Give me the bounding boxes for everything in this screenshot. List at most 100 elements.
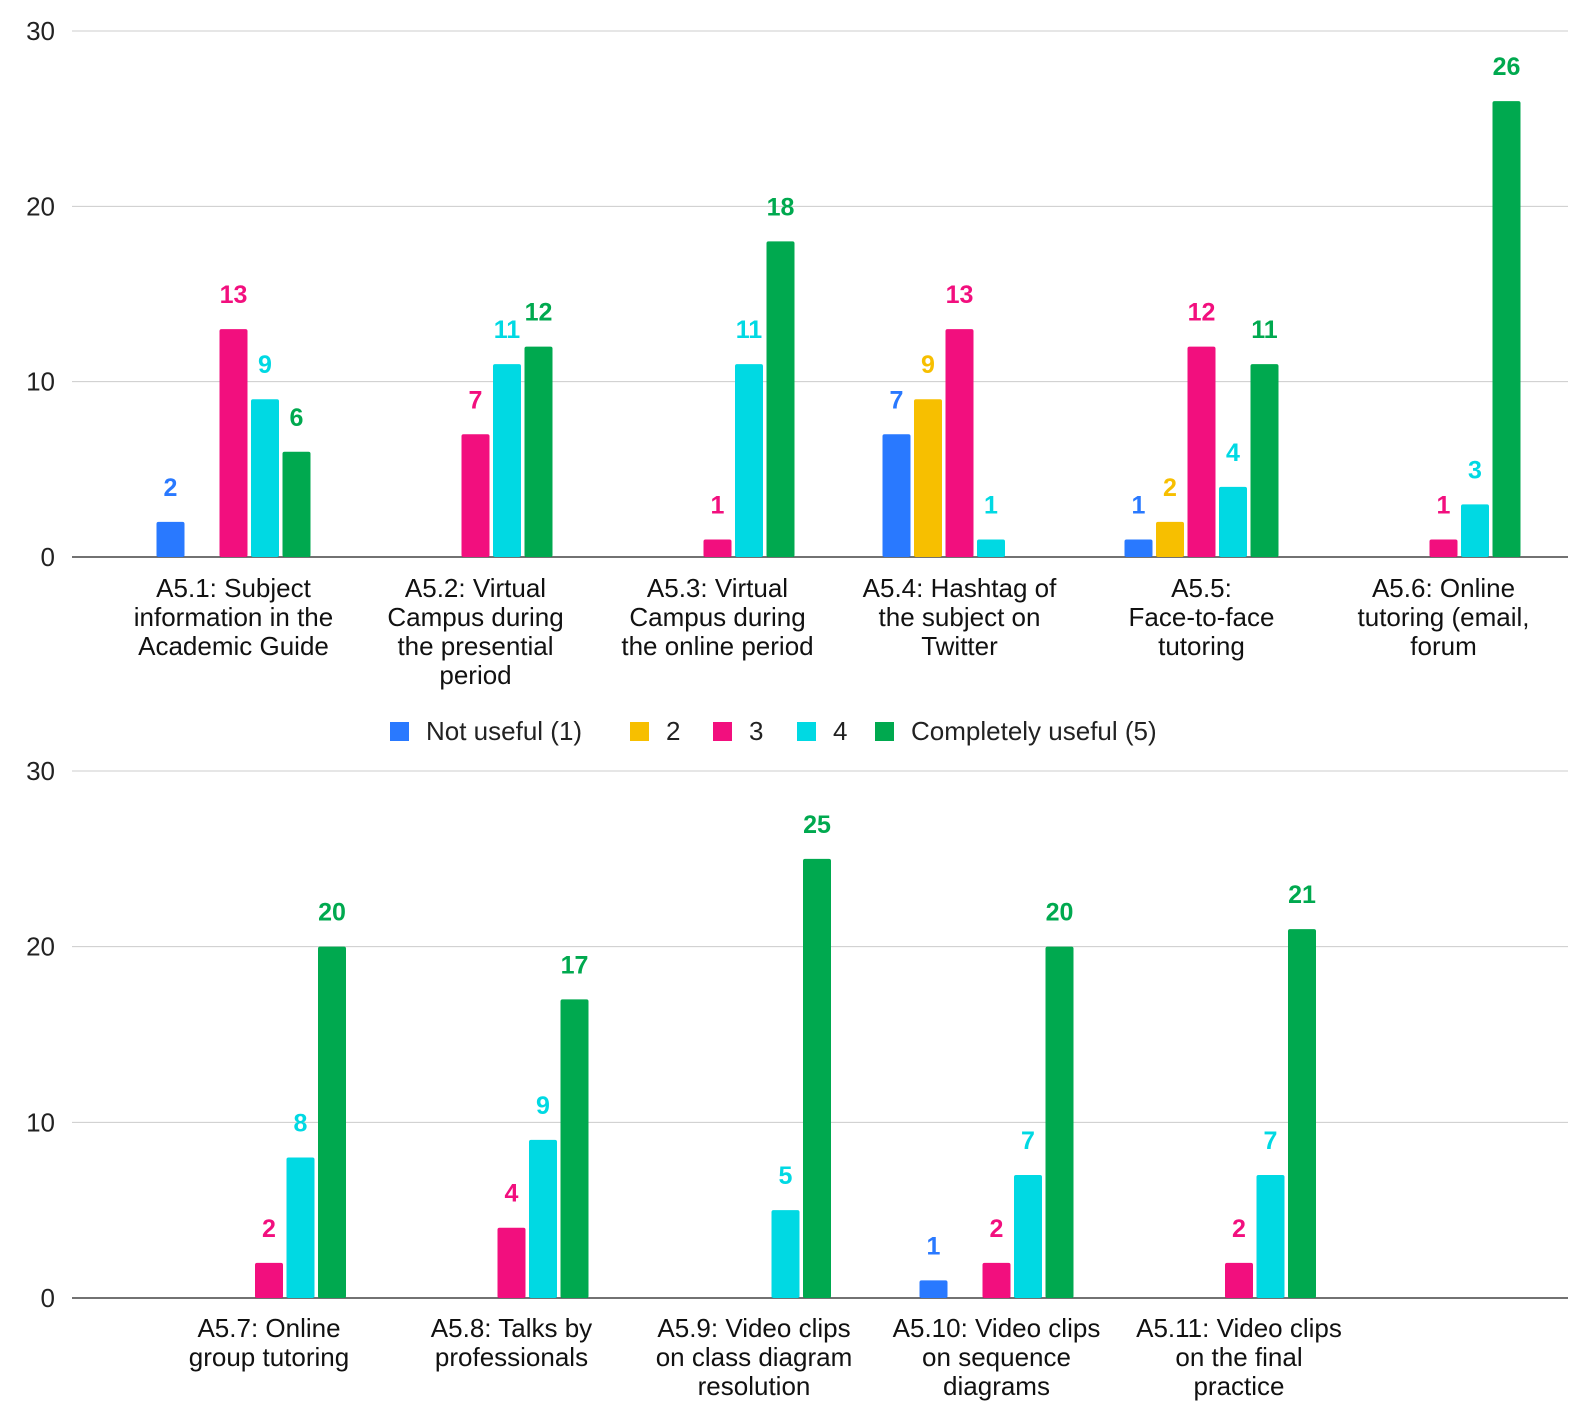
bar bbox=[529, 1139, 557, 1298]
bar bbox=[803, 858, 831, 1298]
x-tick-label: Campus during bbox=[387, 602, 563, 632]
data-label: 2 bbox=[1163, 474, 1177, 502]
x-tick-label: forum bbox=[1410, 631, 1476, 661]
x-tick-label: A5.5: bbox=[1171, 573, 1232, 603]
data-label: 7 bbox=[890, 386, 904, 414]
x-tick-label: diagrams bbox=[943, 1371, 1050, 1401]
bar bbox=[286, 1157, 315, 1298]
x-tick-label: information in the bbox=[134, 602, 333, 632]
data-label: 9 bbox=[536, 1092, 550, 1120]
data-label: 1 bbox=[927, 1232, 941, 1260]
bar bbox=[977, 539, 1005, 557]
bar bbox=[1225, 1262, 1253, 1298]
data-label: 3 bbox=[1468, 456, 1482, 484]
x-tick-label: on the final bbox=[1175, 1342, 1302, 1372]
y-tick-label: 20 bbox=[26, 932, 55, 962]
bar bbox=[219, 329, 248, 557]
x-tick-label: tutoring (email, bbox=[1358, 602, 1530, 632]
x-tick-label: A5.3: Virtual bbox=[647, 573, 788, 603]
bar bbox=[1219, 486, 1247, 557]
bar bbox=[1156, 521, 1184, 557]
data-label: 6 bbox=[290, 404, 304, 432]
x-tick-label: Academic Guide bbox=[138, 631, 329, 661]
x-tick-label: A5.6: Online bbox=[1372, 573, 1515, 603]
bar bbox=[1014, 1175, 1042, 1298]
x-tick-label: the presential bbox=[397, 631, 553, 661]
bar bbox=[771, 1210, 800, 1298]
bar bbox=[1461, 504, 1489, 557]
bar bbox=[560, 999, 589, 1298]
bar bbox=[1045, 946, 1074, 1298]
y-tick-label: 10 bbox=[26, 1107, 55, 1137]
bar bbox=[156, 521, 185, 557]
data-label: 2 bbox=[1232, 1215, 1246, 1243]
y-tick-label: 0 bbox=[41, 1283, 55, 1313]
data-label: 20 bbox=[1046, 899, 1074, 927]
legend-label: 4 bbox=[833, 716, 847, 746]
data-label: 13 bbox=[220, 281, 248, 309]
bar bbox=[497, 1227, 526, 1298]
data-label: 7 bbox=[1021, 1127, 1035, 1155]
data-label: 21 bbox=[1288, 881, 1316, 909]
data-label: 13 bbox=[946, 281, 974, 309]
legend-swatch bbox=[390, 722, 409, 741]
bar bbox=[493, 364, 521, 557]
bar bbox=[524, 346, 553, 557]
x-tick-label: tutoring bbox=[1158, 631, 1245, 661]
data-label: 2 bbox=[262, 1215, 276, 1243]
bar bbox=[919, 1280, 948, 1298]
data-label: 9 bbox=[258, 351, 272, 379]
bar bbox=[945, 329, 974, 557]
legend-swatch bbox=[875, 722, 894, 741]
data-label: 20 bbox=[318, 899, 346, 927]
data-label: 5 bbox=[779, 1162, 793, 1190]
x-tick-label: period bbox=[439, 660, 511, 690]
x-tick-label: A5.1: Subject bbox=[156, 573, 311, 603]
x-tick-label: A5.2: Virtual bbox=[405, 573, 546, 603]
bar bbox=[255, 1262, 283, 1298]
y-tick-label: 20 bbox=[26, 191, 55, 221]
y-tick-label: 10 bbox=[26, 367, 55, 397]
legend-label: 3 bbox=[749, 716, 763, 746]
legend-label: 2 bbox=[666, 716, 680, 746]
bar bbox=[982, 1262, 1011, 1298]
bar bbox=[882, 434, 911, 557]
data-label: 9 bbox=[921, 351, 935, 379]
data-label: 11 bbox=[736, 316, 763, 344]
bar bbox=[1288, 929, 1316, 1298]
legend-swatch bbox=[797, 722, 816, 741]
data-label: 25 bbox=[803, 811, 831, 839]
x-tick-label: Campus during bbox=[629, 602, 805, 632]
data-label: 17 bbox=[561, 951, 589, 979]
data-label: 7 bbox=[1264, 1127, 1278, 1155]
legend-swatch bbox=[713, 722, 732, 741]
data-label: 18 bbox=[767, 193, 795, 221]
data-label: 2 bbox=[990, 1215, 1004, 1243]
bar bbox=[1429, 539, 1458, 557]
x-tick-label: on sequence bbox=[922, 1342, 1071, 1372]
data-label: 26 bbox=[1493, 53, 1521, 81]
bar bbox=[1256, 1175, 1285, 1298]
bar bbox=[766, 241, 795, 557]
legend-swatch bbox=[630, 722, 649, 741]
data-label: 11 bbox=[494, 316, 521, 344]
data-label: 1 bbox=[1132, 491, 1146, 519]
data-label: 1 bbox=[711, 491, 725, 519]
y-tick-label: 30 bbox=[26, 756, 55, 786]
x-tick-label: the online period bbox=[621, 631, 813, 661]
x-tick-label: professionals bbox=[435, 1342, 588, 1372]
data-label: 8 bbox=[294, 1109, 308, 1137]
x-tick-label: A5.4: Hashtag of bbox=[863, 573, 1057, 603]
x-tick-label: practice bbox=[1193, 1371, 1284, 1401]
bar bbox=[703, 539, 732, 557]
bar bbox=[251, 399, 279, 557]
y-tick-label: 0 bbox=[41, 542, 55, 572]
bar bbox=[914, 399, 942, 557]
x-tick-label: on class diagram bbox=[656, 1342, 853, 1372]
data-label: 4 bbox=[1226, 439, 1240, 467]
bar bbox=[735, 364, 763, 557]
x-tick-label: A5.10: Video clips bbox=[893, 1313, 1101, 1343]
x-tick-label: Twitter bbox=[921, 631, 998, 661]
